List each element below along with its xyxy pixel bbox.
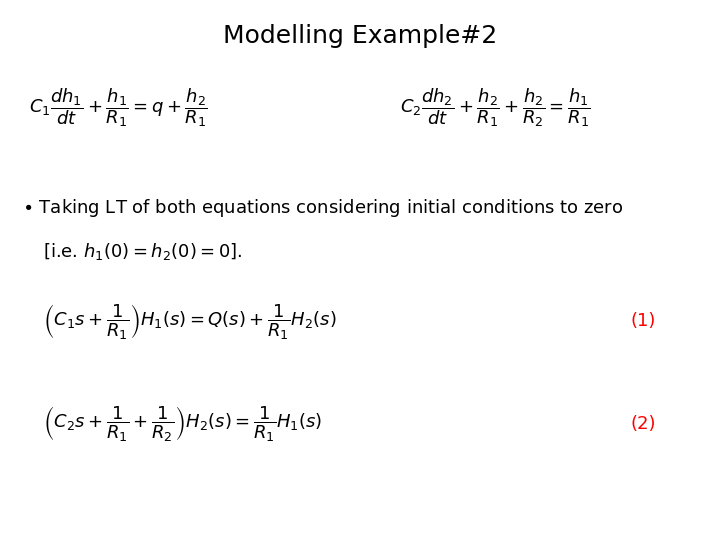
Text: $C_2\dfrac{dh_2}{dt}+\dfrac{h_2}{R_1}+\dfrac{h_2}{R_2}=\dfrac{h_1}{R_1}$: $C_2\dfrac{dh_2}{dt}+\dfrac{h_2}{R_1}+\d…	[400, 87, 590, 129]
Text: $\left(C_1s+\dfrac{1}{R_1}\right)H_1(s)=Q(s)+\dfrac{1}{R_1}H_2(s)$: $\left(C_1s+\dfrac{1}{R_1}\right)H_1(s)=…	[43, 302, 337, 341]
Text: $\bullet$ Taking LT of both equations considering initial conditions to zero: $\bullet$ Taking LT of both equations co…	[22, 197, 623, 219]
Text: Modelling Example#2: Modelling Example#2	[223, 24, 497, 48]
Text: $\left(C_2s+\dfrac{1}{R_1}+\dfrac{1}{R_2}\right)H_2(s)=\dfrac{1}{R_1}H_1(s)$: $\left(C_2s+\dfrac{1}{R_1}+\dfrac{1}{R_2…	[43, 404, 323, 443]
Text: [i.e. $\mathit{h}_1(0){=}\mathit{h}_2(0){=}0$].: [i.e. $\mathit{h}_1(0){=}\mathit{h}_2(0)…	[43, 241, 243, 261]
Text: $C_1\dfrac{dh_1}{dt}+\dfrac{h_1}{R_1}=q+\dfrac{h_2}{R_1}$: $C_1\dfrac{dh_1}{dt}+\dfrac{h_1}{R_1}=q+…	[29, 87, 207, 129]
Text: (2): (2)	[630, 415, 655, 433]
Text: (1): (1)	[630, 312, 655, 330]
